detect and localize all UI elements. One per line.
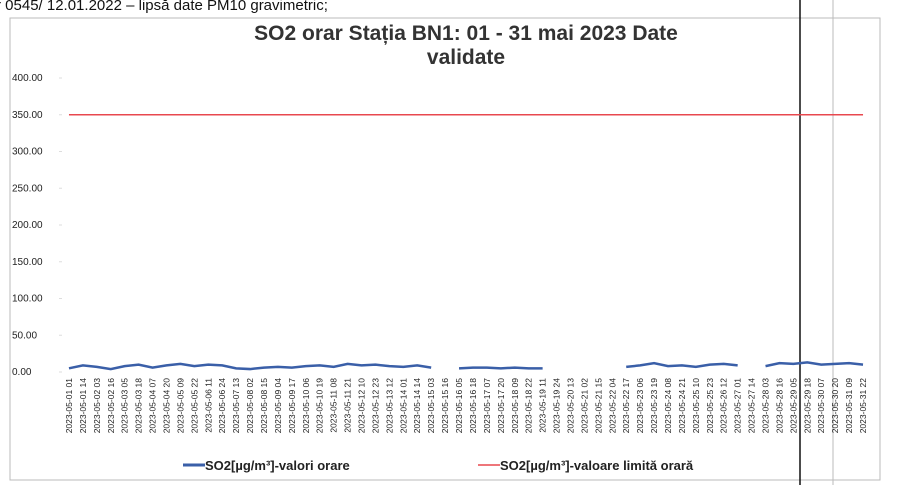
chart-title: SO2 orar Stația BN1: 01 - 31 mai 2023 Da… bbox=[254, 22, 678, 69]
x-tick-label: 2023-05-24 08 bbox=[663, 378, 673, 434]
x-tick-label: 2023-05-28 16 bbox=[774, 378, 784, 434]
x-tick-label: 2023-05-29 05 bbox=[788, 378, 798, 434]
y-tick-label: 150.00 bbox=[12, 257, 43, 268]
y-tick-label: 400.00 bbox=[12, 73, 43, 84]
x-tick-label: 2023-05-31 09 bbox=[844, 378, 854, 434]
x-tick-label: 2023-05-21 15 bbox=[593, 378, 603, 434]
x-tick-label: 2023-05-16 18 bbox=[468, 378, 478, 434]
x-tick-label: 2023-05-12 10 bbox=[357, 378, 367, 434]
x-tick-label: 2023-05-20 13 bbox=[565, 378, 575, 434]
x-tick-label: 2023-05-10 19 bbox=[315, 378, 325, 434]
x-tick-label: 2023-05-24 21 bbox=[677, 378, 687, 434]
x-tick-label: 2023-05-19 24 bbox=[552, 378, 562, 434]
x-tick-label: 2023-05-15 03 bbox=[426, 378, 436, 434]
x-tick-label: 2023-05-08 15 bbox=[259, 378, 269, 434]
x-tick-label: 2023-05-22 04 bbox=[607, 378, 617, 434]
x-tick-label: 2023-05-18 22 bbox=[524, 378, 534, 434]
x-tick-label: 2023-05-18 09 bbox=[510, 378, 520, 434]
x-tick-label: 2023-05-14 14 bbox=[412, 378, 422, 434]
x-tick-label: 2023-05-27 01 bbox=[733, 378, 743, 434]
x-tick-label: 2023-05-25 10 bbox=[691, 378, 701, 434]
x-tick-label: 2023-05-01 14 bbox=[78, 378, 88, 434]
y-tick-label: 300.00 bbox=[12, 147, 43, 158]
x-tick-label: 2023-05-31 22 bbox=[858, 378, 868, 434]
x-tick-label: 2023-05-03 18 bbox=[134, 378, 144, 434]
x-tick-label: 2023-05-25 23 bbox=[705, 378, 715, 434]
x-tick-label: 2023-05-15 16 bbox=[440, 378, 450, 434]
x-tick-label: 2023-05-12 23 bbox=[370, 378, 380, 434]
x-tick-label: 2023-05-28 03 bbox=[761, 378, 771, 434]
x-tick-label: 2023-05-05 22 bbox=[189, 378, 199, 434]
x-tick-label: 2023-05-22 17 bbox=[621, 378, 631, 434]
x-tick-label: 2023-05-30 20 bbox=[830, 378, 840, 434]
x-tick-label: 2023-05-04 07 bbox=[148, 378, 158, 434]
x-tick-label: 2023-05-17 20 bbox=[496, 378, 506, 434]
x-tick-label: 2023-05-13 12 bbox=[384, 378, 394, 434]
y-tick-label: 350.00 bbox=[12, 110, 43, 121]
legend-label: SO2[µg/m³]-valoare limită orară bbox=[500, 458, 694, 473]
x-tick-label: 2023-05-29 18 bbox=[802, 378, 812, 434]
x-tick-label: 2023-05-05 09 bbox=[175, 378, 185, 434]
x-tick-label: 2023-05-06 24 bbox=[217, 378, 227, 434]
note: r 0545/ 12.01.2022 – lipsă date PM10 gra… bbox=[0, 0, 328, 14]
x-tick-label: 2023-05-01 01 bbox=[64, 378, 74, 434]
x-tick-label: 2023-05-23 19 bbox=[649, 378, 659, 434]
y-tick-label: 200.00 bbox=[12, 220, 43, 231]
x-tick-label: 2023-05-17 07 bbox=[482, 378, 492, 434]
x-tick-label: 2023-05-07 13 bbox=[231, 378, 241, 434]
series-line bbox=[68, 361, 864, 371]
x-tick-label: 2023-05-16 05 bbox=[454, 378, 464, 434]
chart-frame bbox=[9, 17, 881, 481]
x-tick-label: 2023-05-30 07 bbox=[816, 378, 826, 434]
x-tick-label: 2023-05-04 20 bbox=[161, 378, 171, 434]
x-tick-label: 2023-05-06 11 bbox=[203, 378, 213, 433]
x-tick-label: 2023-05-09 17 bbox=[287, 378, 297, 434]
x-tick-label: 2023-05-26 12 bbox=[719, 378, 729, 434]
x-tick-label: 2023-05-27 14 bbox=[747, 378, 757, 434]
x-tick-label: 2023-05-19 11 bbox=[538, 378, 548, 433]
x-tick-label: 2023-05-14 01 bbox=[398, 378, 408, 434]
x-tick-label: 2023-05-23 06 bbox=[635, 378, 645, 434]
x-tick-label: 2023-05-02 16 bbox=[106, 378, 116, 434]
x-tick-label: 2023-05-21 02 bbox=[579, 378, 589, 434]
x-tick-label: 2023-05-09 04 bbox=[273, 378, 283, 434]
y-tick-label: 100.00 bbox=[12, 294, 43, 305]
x-tick-label: 2023-05-03 05 bbox=[120, 378, 130, 434]
x-tick-label: 2023-05-11 21 bbox=[343, 378, 353, 433]
x-tick-label: 2023-05-08 02 bbox=[245, 378, 255, 434]
x-tick-label: 2023-05-02 03 bbox=[92, 378, 102, 434]
x-tick-label: 2023-05-10 06 bbox=[301, 378, 311, 434]
legend-label: SO2[µg/m³]-valori orare bbox=[205, 458, 350, 473]
x-tick-label: 2023-05-11 08 bbox=[329, 378, 339, 433]
y-tick-label: 0.00 bbox=[12, 367, 32, 378]
y-tick-label: 50.00 bbox=[12, 330, 37, 341]
y-tick-label: 250.00 bbox=[12, 183, 43, 194]
